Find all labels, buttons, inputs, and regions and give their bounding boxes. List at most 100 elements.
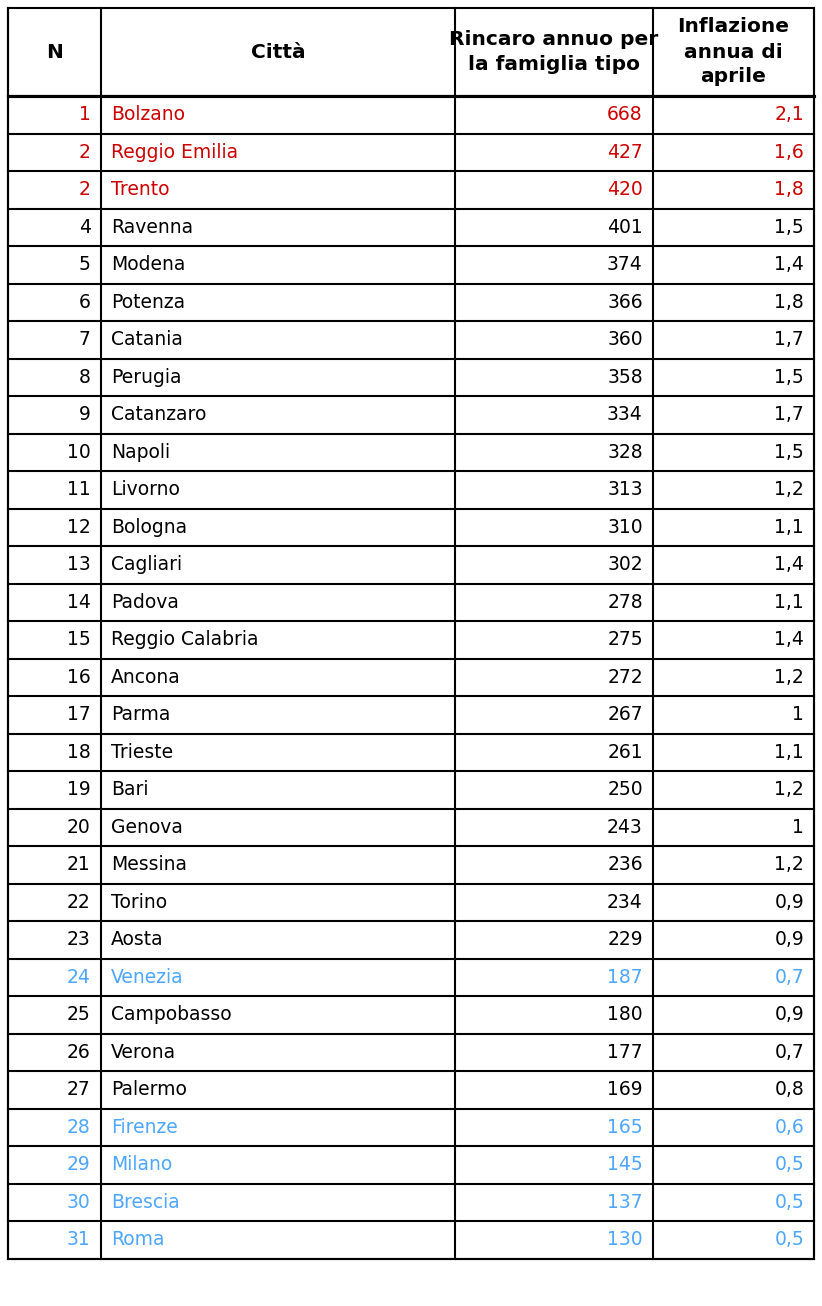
Text: 366: 366 xyxy=(607,293,643,312)
Text: 1,7: 1,7 xyxy=(774,330,804,349)
Text: 1,5: 1,5 xyxy=(774,218,804,236)
Text: Trieste: Trieste xyxy=(111,743,173,761)
Text: 1,1: 1,1 xyxy=(774,743,804,761)
Text: 24: 24 xyxy=(67,968,90,987)
Text: 19: 19 xyxy=(67,780,90,799)
Text: 29: 29 xyxy=(67,1156,90,1174)
Text: 272: 272 xyxy=(607,667,643,687)
Text: 30: 30 xyxy=(67,1192,90,1212)
Text: 21: 21 xyxy=(67,855,90,874)
Text: 11: 11 xyxy=(67,481,90,499)
Text: Cagliari: Cagliari xyxy=(111,555,182,575)
Text: 0,7: 0,7 xyxy=(774,968,804,987)
Text: 0,9: 0,9 xyxy=(774,893,804,912)
Text: Aosta: Aosta xyxy=(111,930,164,949)
Text: 12: 12 xyxy=(67,517,90,537)
Text: 2: 2 xyxy=(79,180,90,200)
Text: 169: 169 xyxy=(607,1080,643,1100)
Text: 2: 2 xyxy=(79,142,90,162)
Text: 8: 8 xyxy=(79,368,90,387)
Text: 278: 278 xyxy=(607,593,643,611)
Text: 668: 668 xyxy=(607,106,643,124)
Text: Brescia: Brescia xyxy=(111,1192,179,1212)
Text: 145: 145 xyxy=(607,1156,643,1174)
Text: 358: 358 xyxy=(607,368,643,387)
Text: 17: 17 xyxy=(67,705,90,725)
Text: Bologna: Bologna xyxy=(111,517,187,537)
Text: 187: 187 xyxy=(607,968,643,987)
Text: Palermo: Palermo xyxy=(111,1080,187,1100)
Text: 229: 229 xyxy=(607,930,643,949)
Text: 1,6: 1,6 xyxy=(774,142,804,162)
Text: Milano: Milano xyxy=(111,1156,172,1174)
Text: 250: 250 xyxy=(607,780,643,799)
Text: 22: 22 xyxy=(67,893,90,912)
Text: Reggio Calabria: Reggio Calabria xyxy=(111,631,258,649)
Text: 1,2: 1,2 xyxy=(774,481,804,499)
Text: 360: 360 xyxy=(607,330,643,349)
Text: 261: 261 xyxy=(607,743,643,761)
Text: 302: 302 xyxy=(607,555,643,575)
Text: Catanzaro: Catanzaro xyxy=(111,405,206,424)
Text: Bari: Bari xyxy=(111,780,148,799)
Text: 236: 236 xyxy=(607,855,643,874)
Text: 427: 427 xyxy=(607,142,643,162)
Text: Roma: Roma xyxy=(111,1230,164,1250)
Text: 0,5: 0,5 xyxy=(774,1192,804,1212)
Text: 2,1: 2,1 xyxy=(774,106,804,124)
Text: 234: 234 xyxy=(607,893,643,912)
Text: Verona: Verona xyxy=(111,1042,176,1062)
Text: 1,4: 1,4 xyxy=(774,255,804,274)
Text: 401: 401 xyxy=(607,218,643,236)
Text: 20: 20 xyxy=(67,818,90,837)
Text: 177: 177 xyxy=(607,1042,643,1062)
Text: 267: 267 xyxy=(607,705,643,725)
Text: 18: 18 xyxy=(67,743,90,761)
Text: 6: 6 xyxy=(79,293,90,312)
Text: 165: 165 xyxy=(607,1118,643,1136)
Text: N: N xyxy=(46,43,62,61)
Text: 137: 137 xyxy=(607,1192,643,1212)
Text: Parma: Parma xyxy=(111,705,170,725)
Text: Bolzano: Bolzano xyxy=(111,106,185,124)
Text: Trento: Trento xyxy=(111,180,169,200)
Text: Napoli: Napoli xyxy=(111,443,170,462)
Text: Perugia: Perugia xyxy=(111,368,181,387)
Text: 310: 310 xyxy=(607,517,643,537)
Text: 7: 7 xyxy=(79,330,90,349)
Text: 1,5: 1,5 xyxy=(774,443,804,462)
Text: 9: 9 xyxy=(79,405,90,424)
Text: 14: 14 xyxy=(67,593,90,611)
Text: 28: 28 xyxy=(67,1118,90,1136)
Text: 31: 31 xyxy=(67,1230,90,1250)
Text: 0,9: 0,9 xyxy=(774,1006,804,1024)
Text: 1,5: 1,5 xyxy=(774,368,804,387)
Text: 328: 328 xyxy=(607,443,643,462)
Text: 180: 180 xyxy=(607,1006,643,1024)
Text: 23: 23 xyxy=(67,930,90,949)
Text: 1,2: 1,2 xyxy=(774,780,804,799)
Text: Ancona: Ancona xyxy=(111,667,181,687)
Text: 420: 420 xyxy=(607,180,643,200)
Text: 1,8: 1,8 xyxy=(774,180,804,200)
Text: 1,2: 1,2 xyxy=(774,855,804,874)
Text: Padova: Padova xyxy=(111,593,178,611)
Text: Firenze: Firenze xyxy=(111,1118,178,1136)
Text: 1,1: 1,1 xyxy=(774,593,804,611)
Text: 1,1: 1,1 xyxy=(774,517,804,537)
Text: 16: 16 xyxy=(67,667,90,687)
Text: 1,2: 1,2 xyxy=(774,667,804,687)
Text: Torino: Torino xyxy=(111,893,167,912)
Text: Città: Città xyxy=(251,43,305,61)
Text: 0,8: 0,8 xyxy=(774,1080,804,1100)
Text: Catania: Catania xyxy=(111,330,182,349)
Text: Messina: Messina xyxy=(111,855,187,874)
Text: Modena: Modena xyxy=(111,255,185,274)
Text: 1: 1 xyxy=(792,818,804,837)
Text: 0,9: 0,9 xyxy=(774,930,804,949)
Text: 130: 130 xyxy=(607,1230,643,1250)
Text: Venezia: Venezia xyxy=(111,968,183,987)
Text: 0,7: 0,7 xyxy=(774,1042,804,1062)
Text: 5: 5 xyxy=(79,255,90,274)
Text: 334: 334 xyxy=(607,405,643,424)
